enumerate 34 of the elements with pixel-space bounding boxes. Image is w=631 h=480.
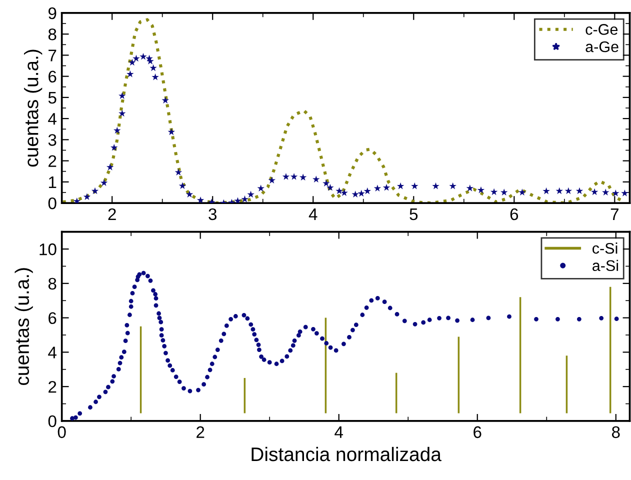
y-tick-label: 9 (48, 7, 56, 20)
legend-label: c-Si (592, 242, 618, 254)
y-tick-label: 5 (48, 92, 56, 104)
x-tick-label: 0 (58, 426, 66, 438)
y-tick-label: 8 (48, 278, 56, 290)
y-tick-label: 4 (48, 346, 56, 358)
x-axis-title: Distancia normalizada (252, 446, 442, 462)
y-tick-label: 7 (48, 50, 56, 62)
y-tick-label: 0 (48, 197, 56, 210)
y-tick-label: 3 (48, 134, 56, 146)
x-tick-label: 2 (196, 426, 204, 438)
y-tick-label: 2 (48, 155, 56, 167)
x-tick-label: 2 (108, 208, 116, 220)
y-tick-label: 6 (48, 312, 56, 324)
legend-label: a-Si (592, 260, 618, 272)
x-tick-label: 6 (510, 208, 518, 220)
x-tick-label: 4 (308, 208, 318, 220)
y-tick-label: 4 (48, 113, 56, 125)
legend-label: c-Ge (586, 24, 618, 35)
x-tick-label: 5 (410, 208, 418, 220)
y-tick-label: 8 (48, 28, 56, 40)
x-tick-label: 4 (334, 426, 344, 438)
x-tick-label: 7 (610, 208, 618, 220)
y-tick-label: 1 (48, 176, 56, 188)
y-tick-label: 6 (48, 70, 56, 83)
x-tick-label: 8 (612, 426, 620, 438)
y-tick-label: 10 (40, 243, 56, 256)
legend-label: a-Ge (586, 41, 618, 52)
y-axis-title: cuentas (u.a.) (14, 268, 33, 386)
x-tick-label: 6 (474, 426, 482, 438)
y-axis-title: cuentas (u.a.) (24, 50, 42, 167)
y-tick-label: 0 (48, 415, 56, 428)
y-tick-label: 2 (48, 380, 56, 393)
x-tick-label: 3 (208, 208, 217, 220)
